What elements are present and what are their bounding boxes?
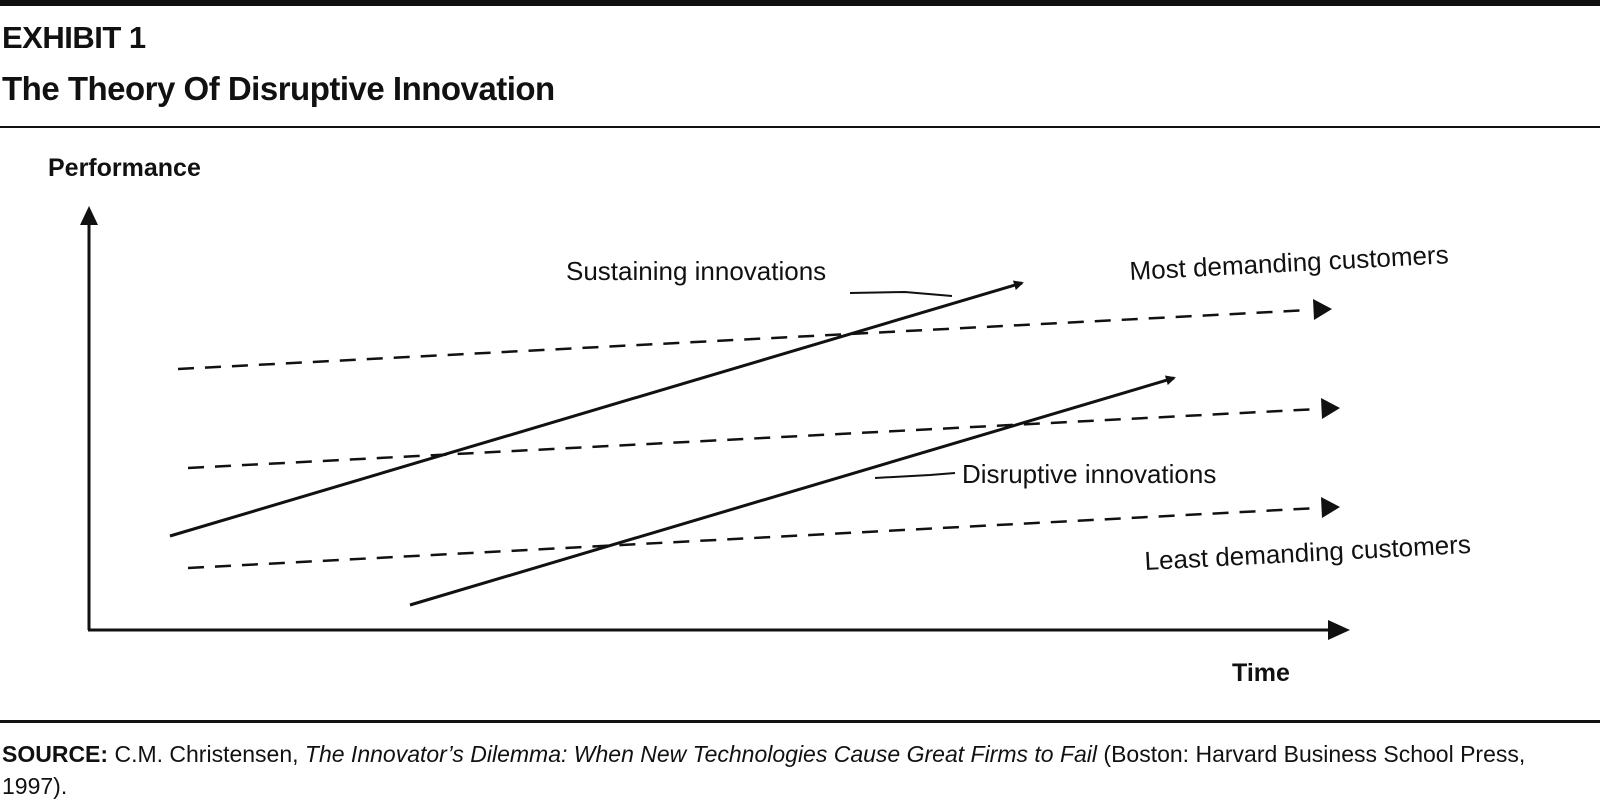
most-demanding-customers-label: Most demanding customers xyxy=(1129,239,1450,286)
x-axis-label: Time xyxy=(1232,659,1290,687)
least-demanding-customers-arrowhead xyxy=(1321,497,1340,518)
title-rule xyxy=(0,126,1600,128)
y-axis-label: Performance xyxy=(48,154,201,182)
source-rule xyxy=(0,720,1600,723)
disruptive-innovation-diagram: Performance Time Sustaining innovations … xyxy=(48,154,1472,687)
disruptive-leader-line xyxy=(874,472,956,479)
least-demanding-customers-label: Least demanding customers xyxy=(1144,529,1472,576)
exhibit-title: The Theory Of Disruptive Innovation xyxy=(2,70,555,107)
sustaining-innovations-label: Sustaining innovations xyxy=(566,256,826,286)
source-author: C.M. Christensen, xyxy=(114,741,299,767)
disruptive-innovations-line xyxy=(409,375,1176,607)
source-book-title: The Innovator’s Dilemma: When New Techno… xyxy=(304,741,1098,767)
sustaining-innovations-line xyxy=(169,280,1024,538)
most-demanding-customers-line xyxy=(177,308,1311,371)
source-publication: (Boston: Harvard Business School Press, … xyxy=(2,741,1526,799)
disruptive-innovations-label: Disruptive innovations xyxy=(962,459,1216,489)
source-note: SOURCE: C.M. Christensen, The Innovator’… xyxy=(2,738,1562,802)
most-demanding-customers-arrowhead xyxy=(1313,299,1332,320)
mid-customers-arrowhead xyxy=(1321,398,1340,419)
exhibit-label: EXHIBIT 1 xyxy=(2,20,146,55)
x-axis-arrowhead xyxy=(1328,620,1350,640)
sustaining-leader-line xyxy=(849,290,953,297)
source-label: SOURCE: xyxy=(2,741,109,767)
top-rule xyxy=(0,0,1600,6)
y-axis-arrowhead xyxy=(80,206,98,225)
